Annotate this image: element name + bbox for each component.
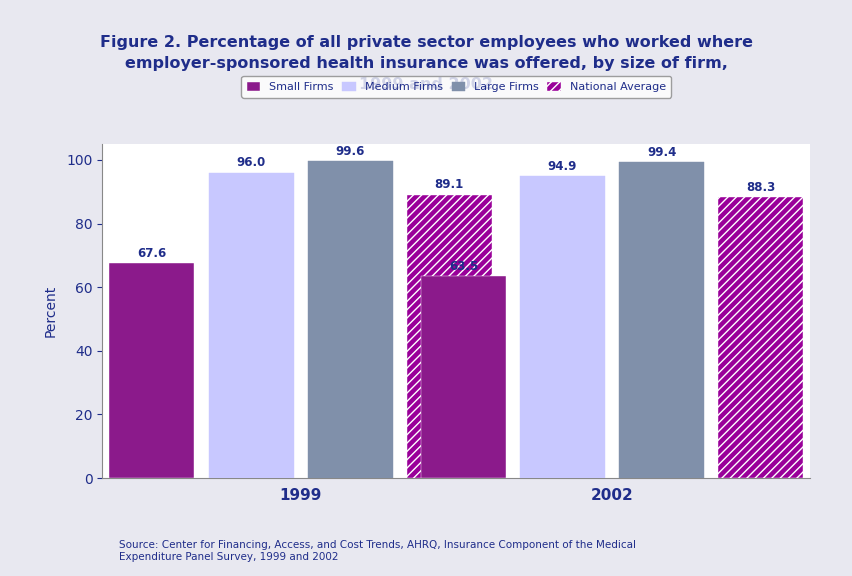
Text: 99.4: 99.4	[646, 146, 676, 158]
Text: 63.5: 63.5	[448, 260, 477, 273]
Legend: Small Firms, Medium Firms, Large Firms, National Average: Small Firms, Medium Firms, Large Firms, …	[241, 76, 671, 97]
Bar	[717, 197, 803, 478]
Text: Source: Center for Financing, Access, and Cost Trends, AHRQ, Insurance Component: Source: Center for Financing, Access, an…	[119, 540, 636, 562]
Text: 94.9: 94.9	[547, 160, 577, 173]
Bar	[520, 176, 604, 478]
Text: 67.6: 67.6	[137, 247, 166, 260]
Y-axis label: Percent: Percent	[43, 285, 58, 337]
Text: 88.3: 88.3	[746, 181, 774, 194]
Bar	[420, 276, 505, 478]
Text: 96.0: 96.0	[236, 157, 265, 169]
Text: Figure 2. Percentage of all private sector employees who worked where
employer-s: Figure 2. Percentage of all private sect…	[100, 35, 752, 92]
Bar	[208, 173, 293, 478]
Bar	[406, 195, 491, 478]
Bar	[619, 162, 704, 478]
Bar	[308, 161, 392, 478]
Bar	[109, 263, 194, 478]
Text: 99.6: 99.6	[335, 145, 365, 158]
Text: 89.1: 89.1	[435, 179, 463, 191]
